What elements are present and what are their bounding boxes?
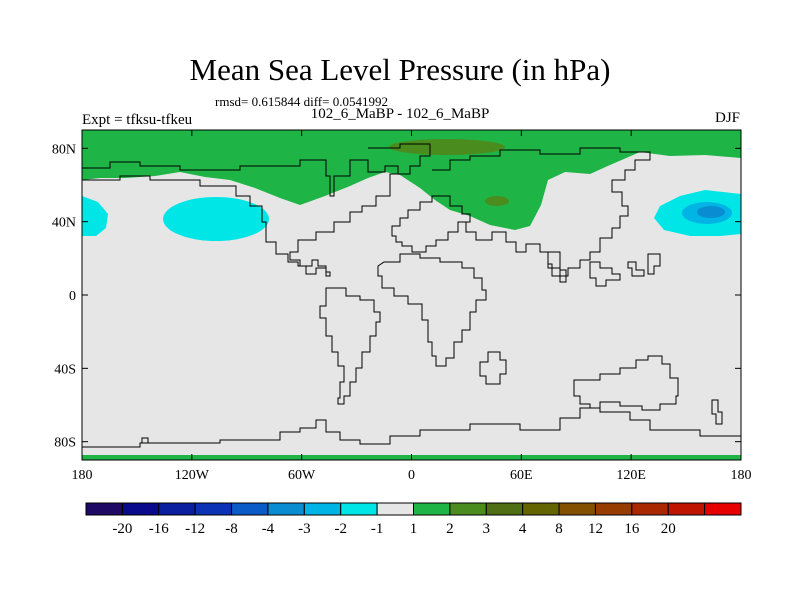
colorbar-label: 16 [624,521,640,537]
colorbar-swatch [594,502,633,516]
colorbar-label: 20 [661,521,676,537]
y-tick-label: 0 [69,289,76,304]
colorbar-swatch [485,502,524,516]
y-axis: 80N 40N 0 40S 80S [52,142,741,451]
coastlines [82,143,741,448]
y-tick-label: 40N [52,216,76,231]
x-tick-label: 180 [731,468,752,483]
coastline-small-island [141,437,149,444]
colorbar-swatch [231,502,269,516]
anomaly-minus3-core [697,206,725,218]
colorbar-swatch [631,502,669,516]
coastline-india [547,251,567,283]
coastline-madagascar [479,351,507,385]
colorbar-swatch [121,502,160,516]
map-background [82,130,741,460]
colorbar-label: -4 [262,521,275,537]
colorbar-label: 3 [483,521,491,537]
colorbar-swatch [158,502,196,516]
colorbar-swatch [194,502,233,516]
negative-anomaly-west-edge [82,196,108,236]
x-axis: 180 120W 60W 0 60E 120E 180 [72,130,752,483]
coastline-north-america [82,159,399,277]
x-tick-label: 180 [72,468,93,483]
colorbar-label: -2 [334,521,347,537]
x-tick-label: 120W [175,468,210,483]
coastline-asia [432,147,651,277]
colorbar-label: -3 [298,521,311,537]
colorbar-label: 4 [519,521,527,537]
colorbar-swatch [558,502,596,516]
experiment-label: Expt = tfksu-tfkeu [82,112,193,128]
x-tick-label: 60E [510,468,533,483]
y-tick-label: 80N [52,142,76,157]
coastline-antarctica [82,407,741,448]
negative-anomaly-pacific [163,197,269,241]
rmsd-diff-stats: rmsd= 0.615844 diff= 0.0541992 [215,94,388,109]
y-tick-label: 40S [54,362,76,377]
colorbar-swatch [522,502,560,516]
coastline-south-america [319,287,381,405]
coastline-europe-africa [391,195,471,253]
coastline-greenland [368,143,431,175]
colorbar-swatch [303,502,342,516]
y-tick-label: 80S [54,436,76,451]
colorbar-label: 2 [446,521,454,537]
coastline-new-zealand [711,399,723,425]
colorbar-label: 8 [555,521,563,537]
x-tick-label: 0 [408,468,415,483]
coastline-islands [589,253,661,287]
colorbar-label: -20 [112,521,132,537]
colorbar-swatch [85,502,123,516]
colorbar-label: 1 [410,521,418,537]
x-tick-label: 60W [288,468,316,483]
coastline-africa [377,253,487,367]
colorbar-swatch [413,502,451,516]
season-label: DJF [714,110,740,126]
colorbar-swatch [449,502,487,516]
colorbar-swatch [704,502,742,516]
colorbar-label: -16 [149,521,169,537]
colorbar-labels: -20 -16 -12 -8 -4 -3 -2 -1 1 2 3 4 8 12 16 20 [112,521,675,537]
map-subtitle: 102_6_MaBP - 102_6_MaBP [310,106,490,122]
colorbar-swatch [340,502,378,516]
colorbar-swatch [667,502,706,516]
anomaly-3-patch-small [485,196,509,206]
colorbar-label: -12 [185,521,205,537]
colorbar-label: 12 [588,521,603,537]
map-title: Mean Sea Level Pressure (in hPa) [189,52,611,87]
colorbar-swatch [267,502,305,516]
colorbar-label: -8 [225,521,238,537]
positive-anomaly-north [82,130,741,230]
anomaly-3-patch [389,139,505,155]
colorbar [85,502,742,516]
x-tick-label: 120E [616,468,646,483]
colorbar-label: -1 [371,521,384,537]
colorbar-swatch [376,502,415,516]
